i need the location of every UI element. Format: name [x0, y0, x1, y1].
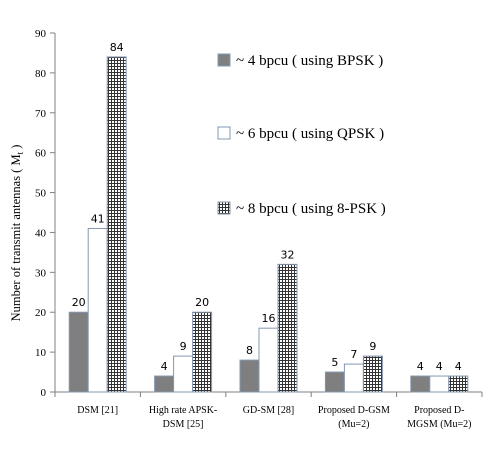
category-label-line: MGSM (Mu=2) — [407, 419, 471, 430]
bar — [239, 359, 260, 393]
y-tick-label: 70 — [35, 108, 47, 120]
category-label: Proposed D- MGSM (Mu=2) — [407, 405, 471, 430]
legend: ~ 4 bpcu ( using BPSK ) ~ 6 bpcu ( using … — [217, 53, 386, 217]
category-label-line: High rate APSK- — [149, 405, 217, 416]
category-label-line: (Mu=2) — [338, 419, 369, 430]
bar — [173, 355, 194, 393]
data-label: 7 — [350, 348, 357, 361]
bar — [343, 363, 364, 393]
data-label: 4 — [161, 360, 168, 373]
category-label-line: DSM [21] — [77, 405, 118, 416]
bar — [277, 263, 298, 393]
y-tick-label: 60 — [35, 148, 47, 160]
bar — [68, 311, 89, 393]
legend-label: ~ 6 bpcu ( using QPSK ) — [236, 126, 384, 142]
y-tick-label: 0 — [41, 387, 47, 399]
y-tick-label: 10 — [35, 347, 47, 359]
y-tick-label: 50 — [35, 188, 47, 200]
data-label: 41 — [91, 212, 105, 225]
y-tick-label: 20 — [35, 307, 47, 319]
bar — [154, 375, 175, 393]
bars — [68, 56, 469, 393]
category-label: High rate APSK- DSM [25] — [149, 405, 217, 430]
legend-swatch — [217, 201, 231, 215]
data-label: 5 — [331, 356, 338, 369]
bar — [87, 227, 108, 393]
y-tick-label: 40 — [35, 227, 47, 239]
category-label-line: GD-SM [28] — [243, 405, 294, 416]
data-label: 16 — [262, 312, 276, 325]
data-label: 8 — [246, 344, 253, 357]
bar — [410, 375, 431, 393]
category-label: Proposed D-GSM (Mu=2) — [318, 405, 390, 430]
bar — [192, 311, 213, 393]
category-label: GD-SM [28] — [243, 405, 294, 416]
data-label: 32 — [281, 248, 295, 261]
y-axis-label-text: Number of transmit antennas ( M — [9, 154, 23, 321]
category-label-line: Proposed D-GSM — [318, 405, 390, 416]
bar — [362, 355, 383, 393]
legend-label: ~ 4 bpcu ( using BPSK ) — [236, 53, 383, 69]
bar — [106, 56, 127, 393]
y-axis-label: Number of transmit antennas ( Mt ) — [9, 145, 25, 322]
y-tick-label: 80 — [35, 68, 47, 80]
y-tick-label: 30 — [35, 267, 47, 279]
category-label: DSM [21] — [77, 405, 118, 416]
y-tick-label: 90 — [35, 28, 47, 40]
legend-swatch — [217, 53, 231, 67]
bar — [429, 375, 450, 393]
data-label: 4 — [455, 360, 462, 373]
category-label-line: DSM [25] — [163, 419, 204, 430]
data-label: 20 — [72, 296, 86, 309]
y-axis-label-subscript: t — [15, 151, 25, 154]
legend-label: ~ 8 bpcu ( using 8-PSK ) — [236, 201, 386, 217]
bar — [324, 371, 345, 393]
y-axis-label-close: ) — [9, 145, 23, 152]
legend-swatch — [217, 126, 231, 140]
category-labels: DSM [21] High rate APSK- DSM [25] GD-SM [28… — [77, 405, 471, 430]
category-label-line: Proposed D- — [414, 405, 464, 416]
bar — [448, 375, 469, 393]
data-label: 9 — [180, 340, 187, 353]
data-label: 84 — [110, 41, 124, 54]
y-ticks: 0 10 20 30 40 50 60 70 80 90 — [35, 28, 55, 399]
data-label: 9 — [369, 340, 376, 353]
bar — [258, 327, 279, 393]
data-label: 20 — [195, 296, 209, 309]
data-label: 4 — [417, 360, 424, 373]
data-label: 4 — [436, 360, 443, 373]
